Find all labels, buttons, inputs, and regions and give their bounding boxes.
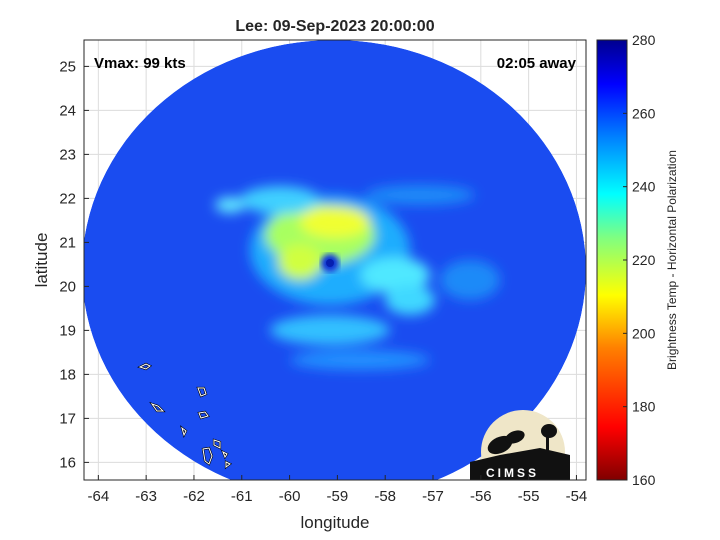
- y-tick-label: 18: [59, 366, 76, 383]
- x-tick-label: -57: [422, 488, 444, 505]
- y-tick-label: 19: [59, 322, 76, 339]
- x-tick-label: -62: [183, 488, 205, 505]
- x-tick-label: -58: [374, 488, 396, 505]
- x-axis-label: longitude: [300, 513, 369, 532]
- y-tick-label: 20: [59, 278, 76, 295]
- colorbar: [596, 39, 628, 481]
- x-tick-label: -59: [327, 488, 349, 505]
- x-tick-label: -61: [231, 488, 253, 505]
- microwave-swath: [84, 40, 586, 480]
- y-tick-label: 16: [59, 454, 76, 471]
- x-tick-label: -56: [470, 488, 492, 505]
- colorbar-tick-label: 240: [632, 179, 656, 195]
- y-axis-label: latitude: [32, 233, 51, 288]
- cimss-logo: CIMSS: [470, 410, 570, 480]
- colorbar-tick-label: 180: [632, 399, 656, 415]
- x-tick-label: -63: [135, 488, 157, 505]
- x-tick-label: -64: [87, 488, 109, 505]
- y-tick-label: 24: [59, 102, 76, 119]
- y-tick-label: 22: [59, 190, 76, 207]
- colorbar-tick-label: 260: [632, 105, 656, 121]
- coastlines-highlight: [138, 363, 231, 468]
- axes-box: [83, 39, 587, 481]
- vmax-annotation: Vmax: 99 kts: [94, 55, 186, 72]
- time-offset-annotation: 02:05 away: [497, 55, 577, 72]
- colorbar-tick-label: 200: [632, 325, 656, 341]
- x-axis: -64 -63 -62 -61 -60 -59 -58 -57 -56 -55 -54: [87, 475, 587, 505]
- y-tick-label: 21: [59, 234, 76, 251]
- colorbar-tick-label: 160: [632, 472, 656, 488]
- x-tick-label: -60: [279, 488, 301, 505]
- y-tick-label: 25: [59, 58, 76, 75]
- colorbar-ticks: 160 180 200 220 240 260 280: [623, 32, 656, 488]
- y-tick-label: 17: [59, 410, 76, 427]
- x-tick-label: -55: [518, 488, 540, 505]
- y-axis: 16 17 18 19 20 21 22 23 24 25: [59, 58, 89, 471]
- logo-text: CIMSS: [486, 466, 539, 480]
- colorbar-tick-label: 280: [632, 32, 656, 48]
- colorbar-tick-label: 220: [632, 252, 656, 268]
- x-tick-label: -54: [566, 488, 588, 505]
- y-tick-label: 23: [59, 146, 76, 163]
- colorbar-label: Brightness Temp - Horizontal Polarizatio…: [665, 150, 679, 370]
- rainband-features: [215, 185, 500, 370]
- storm-eye-core: [326, 259, 334, 267]
- chart-title: Lee: 09-Sep-2023 20:00:00: [235, 18, 434, 35]
